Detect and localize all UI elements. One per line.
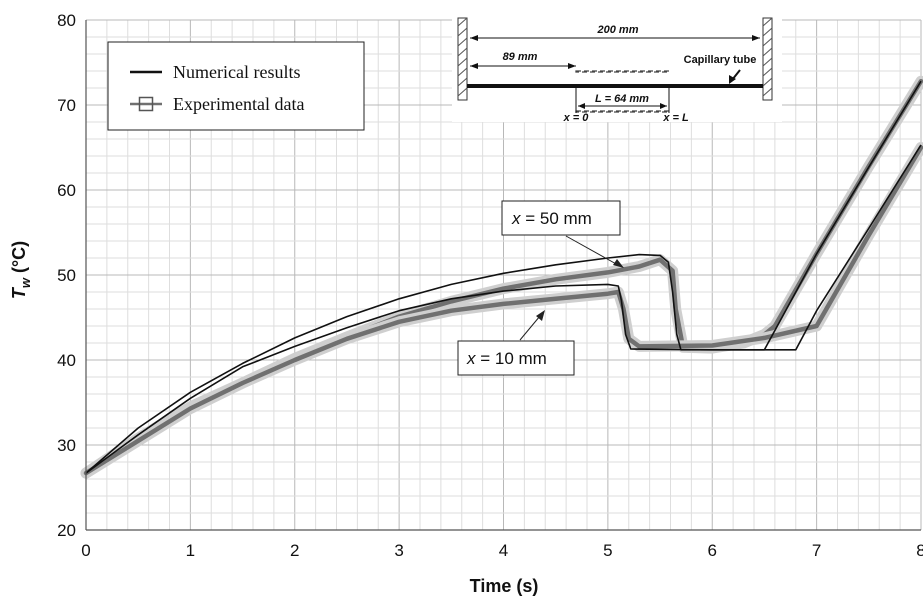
y-tick-label: 70 <box>57 96 76 115</box>
inset-tube-label: Capillary tube <box>684 54 757 66</box>
legend-experimental-marker <box>138 96 154 112</box>
y-axis-title-unit: (°C) <box>9 241 29 278</box>
annotation-x10-text: x = 10 mm <box>466 349 547 368</box>
inset-total-arrow-right <box>752 35 760 41</box>
series-layer <box>80 75 923 479</box>
axes <box>85 20 921 531</box>
annotation-x10-box <box>457 340 575 376</box>
annotation-x10-arrowhead <box>536 310 545 321</box>
annotation-x50-arrow <box>565 235 619 266</box>
legend-numerical-label: Numerical results <box>173 62 300 82</box>
inset-heated-arrow-right <box>660 103 667 109</box>
inset-wall-right-hatch <box>762 17 773 97</box>
inset-heater-top <box>575 70 670 73</box>
annotation-x10-arrow <box>519 315 541 341</box>
x-tick-label: 2 <box>290 541 299 560</box>
x-tick-label: 7 <box>812 541 821 560</box>
y-tick-label: 50 <box>57 266 76 285</box>
annotation-x50: x = 50 mm <box>501 200 624 268</box>
x-tick-label: 4 <box>499 541 508 560</box>
y-tick-label: 80 <box>57 11 76 30</box>
x-tick-label: 3 <box>394 541 403 560</box>
inset-xL-label: x = L <box>662 112 689 124</box>
y-tick-label: 20 <box>57 521 76 540</box>
legend-experimental-label: Experimental data <box>173 94 304 114</box>
x-tick-label: 0 <box>81 541 90 560</box>
inset-wall-left <box>457 17 468 101</box>
annotation-x50-arrowhead <box>613 259 624 268</box>
inset-heated-arrow-left <box>578 103 585 109</box>
inset-total-arrow-left <box>470 35 478 41</box>
inset-x0-label: x = 0 <box>563 112 590 124</box>
inset-heated-label: L = 64 mm <box>595 93 649 105</box>
inset-wall-left-hatch <box>457 17 468 97</box>
legend-box <box>107 41 365 131</box>
x-tick-label: 5 <box>603 541 612 560</box>
inset-tube <box>467 84 763 88</box>
annotation-x50-text: x = 50 mm <box>511 209 592 228</box>
inset-tube-pointer-head <box>729 75 736 84</box>
y-axis-title-main: T <box>9 286 29 299</box>
inset-background <box>452 14 782 122</box>
series-numerical-1 <box>85 144 922 474</box>
x-tick-label: 8 <box>916 541 923 560</box>
inset-total-label: 200 mm <box>597 24 639 36</box>
inset-offset-arrow-right <box>568 63 576 69</box>
tick-labels: 0 1 2 3 4 5 6 7 8 20 30 40 50 60 70 80 <box>57 11 923 560</box>
y-tick-label: 60 <box>57 181 76 200</box>
x-tick-label: 6 <box>708 541 717 560</box>
y-tick-label: 30 <box>57 436 76 455</box>
y-axis-title-sub: w <box>18 277 33 288</box>
inset-schematic: 200 mm 89 mm Capillary tube L = 64 mm x … <box>452 14 782 124</box>
annotation-x10: x = 10 mm <box>457 310 575 376</box>
inset-offset-arrow-left <box>470 63 478 69</box>
y-axis-title: Tw (°C) <box>9 241 33 299</box>
y-tick-label: 40 <box>57 351 76 370</box>
inset-wall-right <box>762 17 773 101</box>
inset-offset-label: 89 mm <box>503 51 538 63</box>
legend: Numerical results Experimental data <box>107 41 365 131</box>
series-experimental-1 <box>83 145 923 476</box>
annotation-x50-box <box>501 200 621 236</box>
x-tick-label: 1 <box>186 541 195 560</box>
x-axis-title: Time (s) <box>470 576 539 596</box>
